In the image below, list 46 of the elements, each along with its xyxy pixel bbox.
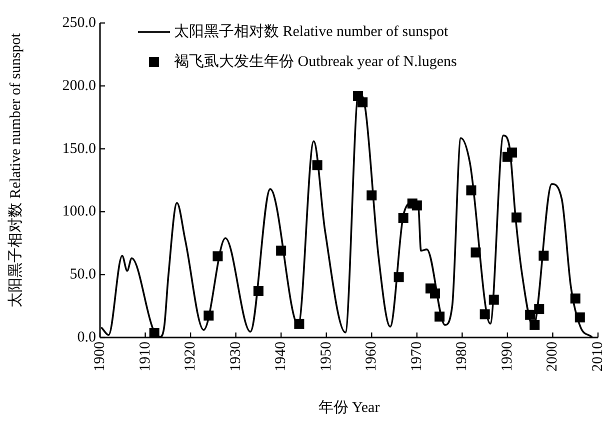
point: [488, 294, 499, 305]
point: [525, 310, 536, 320]
point: [294, 318, 304, 329]
point: [538, 250, 549, 261]
point: [534, 304, 544, 314]
x-tick-label: 2000: [544, 342, 561, 372]
point: [276, 246, 286, 256]
x-axis-title: 年份 Year: [318, 399, 380, 416]
point: [394, 272, 404, 282]
x-tick-label: 1990: [499, 342, 516, 372]
point: [149, 328, 160, 338]
point: [512, 212, 522, 222]
x-tick-label: 1950: [318, 342, 334, 372]
x-tick-label: 2010: [590, 342, 606, 372]
x-tick-label: 1920: [182, 342, 199, 372]
legend-label: 太阳黑子相对数 Relative number of sunspot: [174, 23, 449, 40]
point: [412, 200, 422, 210]
y-tick-label: 150.0: [62, 140, 96, 157]
x-tick-label: 1940: [273, 342, 290, 372]
point: [312, 160, 322, 170]
point: [358, 97, 368, 108]
point: [570, 294, 580, 304]
x-tick-label: 1980: [454, 342, 470, 372]
x-tick-label: 1910: [137, 342, 154, 372]
x-tick-label: 1930: [228, 342, 244, 372]
point: [430, 288, 440, 298]
point: [204, 310, 214, 321]
y-tick-label: 100.0: [62, 204, 96, 220]
point: [480, 309, 490, 320]
y-tick-label: 200.0: [62, 78, 96, 94]
x-tick-label: 1960: [364, 342, 380, 372]
point: [366, 190, 377, 200]
point: [253, 286, 264, 296]
point: [466, 185, 476, 196]
point: [434, 312, 445, 322]
legend-label: 褐飞虱大发生年份 Outbreak year of N.lugens: [174, 53, 458, 70]
y-axis-title: 太阳黑子相对数 Relative number of sunspot: [7, 32, 24, 308]
point: [574, 312, 585, 322]
x-tick-label: 1900: [92, 342, 108, 372]
y-tick-label: 250.0: [62, 15, 96, 31]
point: [212, 251, 223, 262]
point: [470, 247, 481, 258]
y-tick-label: 50.0: [70, 266, 96, 283]
x-tick-label: 1970: [408, 342, 425, 372]
point: [530, 320, 540, 330]
point: [398, 212, 408, 223]
